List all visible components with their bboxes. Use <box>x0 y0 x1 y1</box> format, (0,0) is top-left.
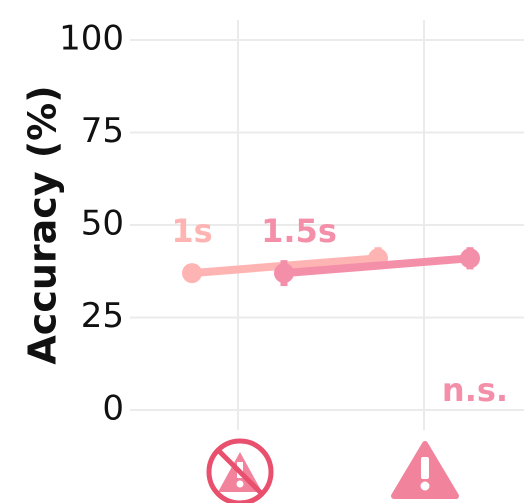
plot-area: 0 25 50 75 100 1s 1.5s <box>59 19 524 430</box>
y-tick-label: 25 <box>81 296 124 336</box>
point <box>182 263 202 284</box>
y-axis-label: Accuracy (%) <box>21 85 65 364</box>
y-tick-label: 0 <box>102 389 124 429</box>
y-tick-label: 100 <box>59 19 124 59</box>
legend-label: 1.5s <box>261 212 337 250</box>
y-tick-label: 50 <box>81 204 124 244</box>
point <box>274 263 294 284</box>
annotation: n.s. <box>442 371 508 409</box>
point <box>460 248 480 269</box>
series-line <box>283 254 471 278</box>
icon-warning <box>391 441 459 499</box>
legend-label: 1s <box>171 212 212 250</box>
y-tick-label: 75 <box>81 111 124 151</box>
icon-no-warning <box>206 438 274 503</box>
